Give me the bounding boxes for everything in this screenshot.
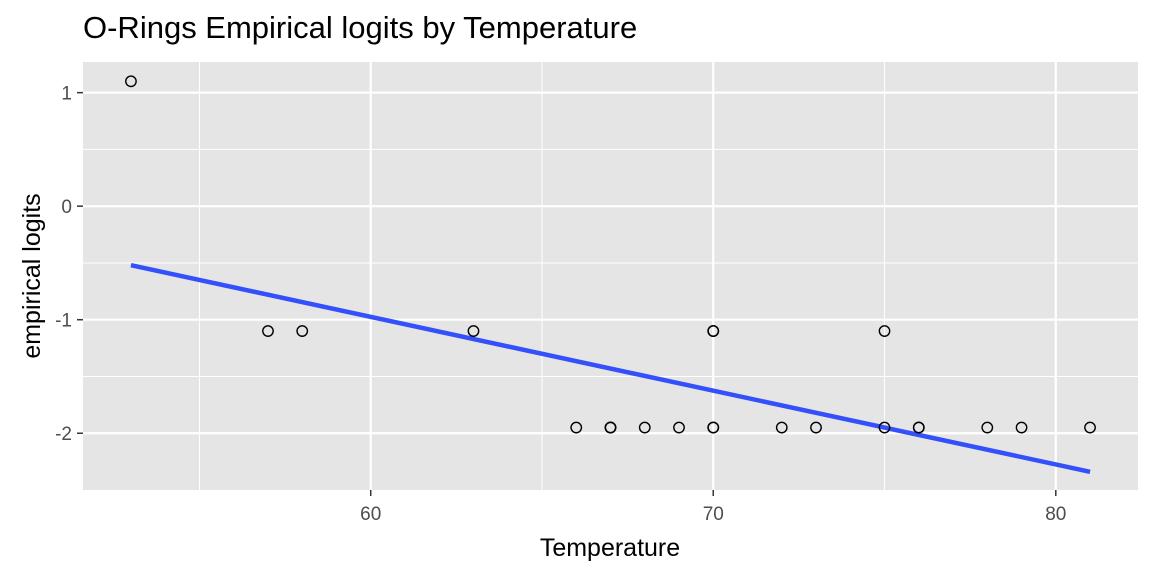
x-axis: 60 70 80 [360,490,1066,525]
data-point [810,421,822,434]
data-point [638,421,651,434]
fit-line [130,263,1091,475]
y-tick-label: 1 [61,84,72,105]
plot-panel [83,62,1138,490]
y-axis: 1 0 -1 -2 [55,84,83,445]
minor-gridlines [83,62,1138,490]
y-tick-label: -2 [55,424,72,445]
x-tick-label: 60 [360,504,381,525]
data-point [878,325,891,337]
data-point [775,421,788,434]
x-axis-title: Temperature [540,534,680,562]
data-point [125,75,137,88]
chart-title: O-Rings Empirical logits by Temperature [83,10,637,45]
data-point [707,325,720,337]
data-point [604,421,617,434]
data-point [467,325,480,337]
y-tick-label: 0 [61,197,72,218]
data-points [125,75,1096,434]
data-point [570,421,583,434]
data-point [673,421,685,434]
y-tick-label: -1 [55,311,72,332]
data-point [1084,421,1096,434]
data-point [878,421,891,434]
data-point [912,421,925,434]
y-axis-title: empirical logits [18,193,46,358]
data-point [262,325,274,337]
data-point [707,421,720,434]
x-tick-label: 70 [703,504,724,525]
data-point [1015,421,1028,434]
x-tick-label: 80 [1045,504,1066,525]
data-point [296,325,309,337]
data-point [981,421,994,434]
